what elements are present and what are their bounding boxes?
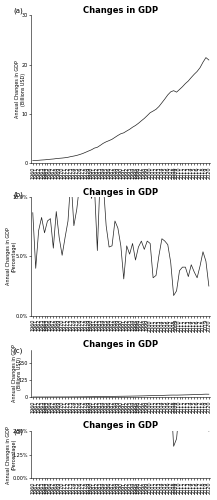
Text: (b): (b) — [13, 192, 23, 198]
Title: Changes in GDP: Changes in GDP — [83, 422, 158, 430]
Y-axis label: Annual Changes in GDP
(Percentage): Annual Changes in GDP (Percentage) — [6, 228, 16, 286]
Title: Changes in GDP: Changes in GDP — [83, 188, 158, 196]
Y-axis label: Annual Changes in GDP
(Percentage): Annual Changes in GDP (Percentage) — [6, 426, 16, 484]
Text: (d): (d) — [13, 429, 23, 436]
Text: (a): (a) — [13, 8, 23, 14]
Title: Changes in GDP: Changes in GDP — [83, 6, 158, 15]
Y-axis label: Annual Changes in GDP
(Billions USD): Annual Changes in GDP (Billions USD) — [12, 344, 23, 403]
Y-axis label: Annual Changes in GDP
(Billions USD): Annual Changes in GDP (Billions USD) — [15, 60, 26, 118]
Text: (c): (c) — [13, 348, 23, 354]
Title: Changes in GDP: Changes in GDP — [83, 340, 158, 349]
